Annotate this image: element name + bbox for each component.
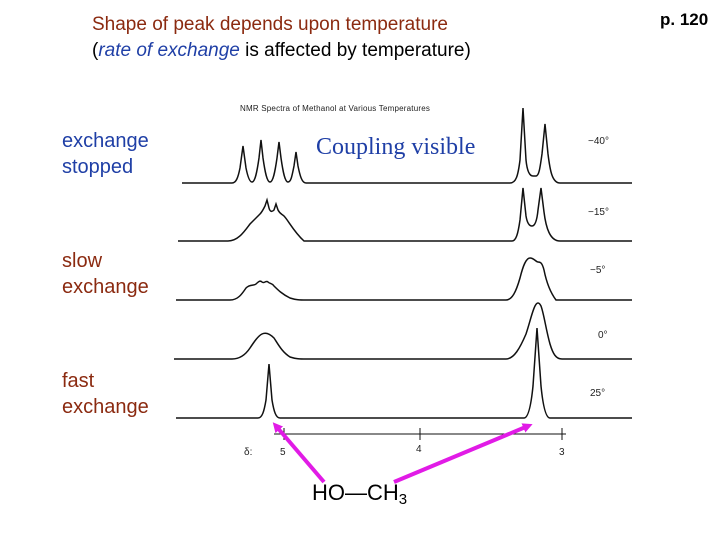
- delta-symbol: δ:: [244, 447, 252, 458]
- trace-minus-40: [182, 107, 632, 184]
- trace-0: [174, 302, 632, 360]
- temp-label-minus-5: −5°: [590, 265, 605, 276]
- title-emphasis: rate of exchange: [98, 40, 240, 61]
- coupling-visible-label: Coupling visible: [314, 134, 478, 161]
- tick-label-3: 3: [559, 447, 565, 458]
- trace-25: [176, 327, 632, 419]
- trace-minus-15: [178, 187, 632, 242]
- arrow-to-oh-peak: [272, 422, 326, 484]
- label-exchange-stopped: exchange stopped: [62, 130, 149, 178]
- spectrum-title: NMR Spectra of Methanol at Various Tempe…: [240, 104, 430, 113]
- title-line-1: Shape of peak depends upon temperature: [92, 14, 448, 35]
- trace-minus-5: [176, 257, 632, 301]
- methanol-formula: HO—CH3: [312, 480, 408, 508]
- tick-label-5: 5: [280, 447, 286, 458]
- label-slow-exchange: slow exchange: [62, 250, 149, 298]
- title-line-2: (rate of exchange is affected by tempera…: [92, 40, 471, 61]
- page-number: p. 120: [660, 10, 709, 29]
- arrow-to-ch3-peak: [393, 423, 533, 484]
- temp-label-25: 25°: [590, 388, 605, 399]
- temp-label-minus-15: −15°: [588, 207, 609, 218]
- temp-label-minus-40: −40°: [588, 136, 609, 147]
- slide-title: Shape of peak depends upon temperature (…: [92, 12, 652, 64]
- tick-label-4: 4: [416, 444, 422, 455]
- label-fast-exchange: fast exchange: [62, 370, 149, 418]
- temp-label-0: 0°: [598, 330, 608, 341]
